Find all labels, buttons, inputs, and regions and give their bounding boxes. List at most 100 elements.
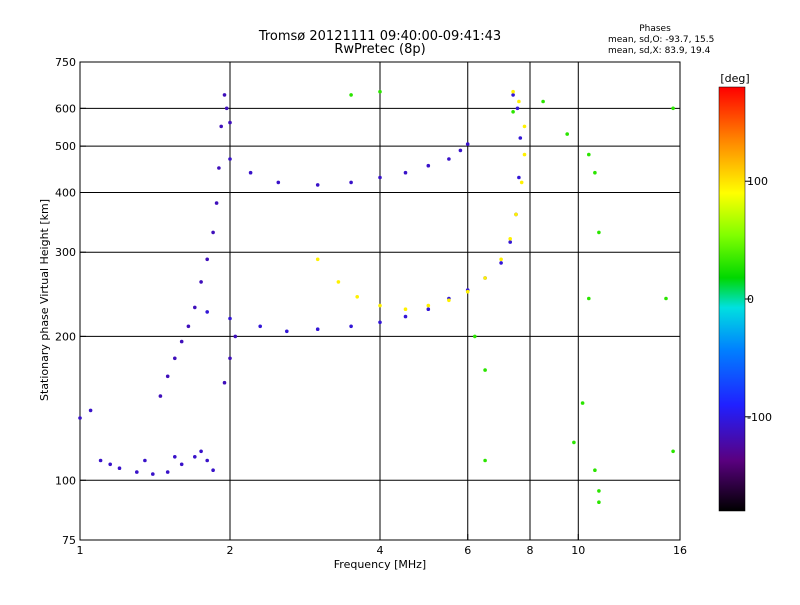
data-point (511, 93, 515, 97)
data-point (193, 305, 197, 310)
data-point (349, 180, 353, 185)
data-point (664, 296, 668, 301)
data-point (135, 470, 139, 474)
data-point (349, 93, 353, 97)
y-tick-label: 300 (55, 246, 76, 259)
data-point (179, 462, 184, 467)
data-point (447, 157, 451, 161)
data-point (143, 458, 147, 463)
data-point (403, 314, 408, 319)
data-point (285, 329, 289, 334)
colorbar-unit: [deg] (720, 72, 749, 85)
data-point (349, 324, 353, 329)
data-point (193, 455, 197, 459)
chart-subtitle: RwPretec (8p) (334, 42, 425, 57)
data-point (336, 280, 341, 284)
data-point (173, 455, 177, 459)
y-tick-label: 100 (55, 474, 76, 487)
data-point (515, 106, 520, 111)
data-point (108, 462, 112, 467)
x-tick-label: 1 (77, 544, 84, 557)
data-point (522, 152, 527, 157)
data-point (205, 257, 209, 262)
data-point (514, 212, 518, 217)
y-tick-label: 750 (55, 56, 76, 69)
data-point (276, 180, 281, 185)
data-point (483, 368, 487, 372)
data-point (511, 89, 515, 94)
data-point (511, 110, 515, 114)
data-point (378, 175, 382, 180)
data-point (572, 440, 576, 445)
y-axis-label: Stationary phase Virtual Height [km] (38, 199, 51, 401)
data-point (587, 152, 591, 157)
grid-lines (80, 62, 680, 540)
data-point (355, 295, 360, 299)
data-point (158, 394, 163, 398)
data-point (499, 257, 503, 262)
y-tick-label: 500 (55, 140, 76, 153)
data-point (597, 500, 601, 505)
x-tick-label: 10 (571, 544, 585, 557)
data-point (483, 276, 487, 280)
data-point (403, 170, 408, 175)
x-axis-ticks: 1 2 4 6 8 10 16 (77, 534, 687, 557)
data-point (587, 296, 591, 301)
y-tick-label: 400 (55, 186, 76, 199)
data-point (222, 380, 227, 385)
data-point (315, 257, 320, 262)
data-point (403, 307, 408, 312)
data-point (173, 356, 177, 361)
data-point (258, 324, 263, 329)
data-point (593, 468, 597, 473)
phases-o-line: mean, sd,O: -93.7, 15.5 (608, 35, 714, 45)
data-point (426, 303, 431, 308)
data-point (473, 334, 477, 339)
data-point (465, 289, 470, 294)
colorbar-tick-label: 0 (747, 293, 754, 306)
data-point (517, 175, 521, 180)
data-point (519, 180, 524, 185)
y-tick-label: 600 (55, 102, 76, 115)
data-points (78, 89, 675, 505)
data-point (671, 106, 675, 111)
data-point (517, 99, 521, 104)
data-point (465, 142, 470, 146)
data-point (211, 468, 215, 473)
data-point (228, 356, 232, 361)
data-point (179, 339, 184, 344)
data-point (483, 458, 487, 463)
x-tick-label: 6 (464, 544, 471, 557)
data-point (315, 183, 320, 187)
data-point (98, 458, 103, 463)
data-point (378, 320, 382, 325)
y-axis-ticks: 75 100 200 300 400 500 600 750 (55, 56, 86, 547)
data-point (228, 157, 232, 161)
data-point (199, 280, 203, 284)
data-point (151, 472, 155, 476)
data-point (378, 303, 382, 308)
data-point (597, 230, 601, 235)
x-tick-label: 8 (527, 544, 534, 557)
data-point (199, 449, 203, 454)
data-point (315, 327, 320, 332)
data-point (233, 334, 238, 339)
data-point (378, 89, 382, 94)
data-point (78, 416, 82, 420)
data-point (426, 163, 431, 168)
data-point (671, 449, 675, 454)
data-point (447, 298, 451, 303)
data-point (522, 124, 527, 129)
data-point (499, 261, 503, 265)
x-tick-label: 16 (673, 544, 687, 557)
phases-title: Phases (639, 24, 671, 34)
data-point (458, 148, 463, 153)
data-point (214, 201, 219, 205)
data-point (165, 374, 170, 379)
data-point (580, 401, 585, 405)
data-point (565, 132, 569, 136)
chart-title: Tromsø 20121111 09:40:00-09:41:43 (258, 29, 501, 44)
data-point (228, 316, 232, 321)
data-point (217, 166, 221, 170)
